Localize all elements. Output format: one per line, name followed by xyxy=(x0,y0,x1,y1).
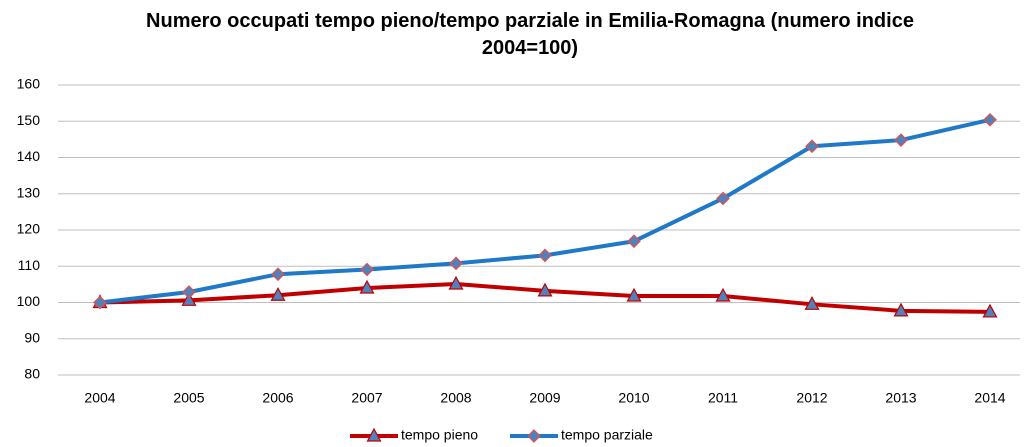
y-tick-label: 90 xyxy=(24,329,40,345)
series-line xyxy=(99,117,991,305)
legend-marker xyxy=(527,429,541,443)
legend-label: tempo parziale xyxy=(561,427,653,443)
point-marker xyxy=(93,295,107,310)
y-tick-label: 150 xyxy=(17,112,41,128)
point-marker xyxy=(805,139,819,154)
x-tick-label: 2008 xyxy=(440,390,471,406)
point-marker xyxy=(537,282,553,297)
x-tick-label: 2007 xyxy=(351,390,382,406)
x-tick-label: 2009 xyxy=(529,390,560,406)
point-marker xyxy=(894,133,908,147)
legend-label: tempo pieno xyxy=(401,427,478,443)
point-marker xyxy=(538,248,552,263)
x-tick-label: 2013 xyxy=(885,390,916,406)
point-marker xyxy=(804,296,820,310)
y-tick-label: 100 xyxy=(17,293,41,309)
point-marker xyxy=(270,286,286,301)
y-tick-label: 120 xyxy=(17,221,41,237)
point-marker xyxy=(448,275,464,290)
point-marker xyxy=(893,302,909,317)
point-marker xyxy=(716,191,730,206)
x-tick-label: 2014 xyxy=(974,390,1005,406)
point-marker xyxy=(626,287,642,302)
chart-title: Numero occupati tempo pieno/tempo parzia… xyxy=(146,10,914,59)
point-marker xyxy=(181,292,197,306)
y-tick-label: 140 xyxy=(17,148,41,164)
point-marker xyxy=(360,262,374,277)
x-tick-label: 2004 xyxy=(84,390,115,406)
y-tick-label: 110 xyxy=(18,257,41,273)
x-tick-label: 2006 xyxy=(262,390,293,406)
point-marker xyxy=(271,267,285,282)
y-tick-label: 160 xyxy=(17,76,41,92)
point-marker xyxy=(627,234,641,249)
point-marker xyxy=(715,287,731,302)
x-tick-label: 2010 xyxy=(618,390,649,406)
y-tick-label: 80 xyxy=(24,366,40,382)
legend-marker xyxy=(366,427,382,442)
x-tick-label: 2012 xyxy=(796,390,827,406)
x-tick-label: 2005 xyxy=(173,390,204,406)
x-tick-label: 2011 xyxy=(708,390,738,406)
point-marker xyxy=(449,256,463,271)
point-marker xyxy=(359,279,375,294)
point-marker xyxy=(182,285,196,299)
point-marker xyxy=(983,112,997,127)
point-marker xyxy=(982,303,998,318)
y-tick-label: 130 xyxy=(17,184,41,200)
